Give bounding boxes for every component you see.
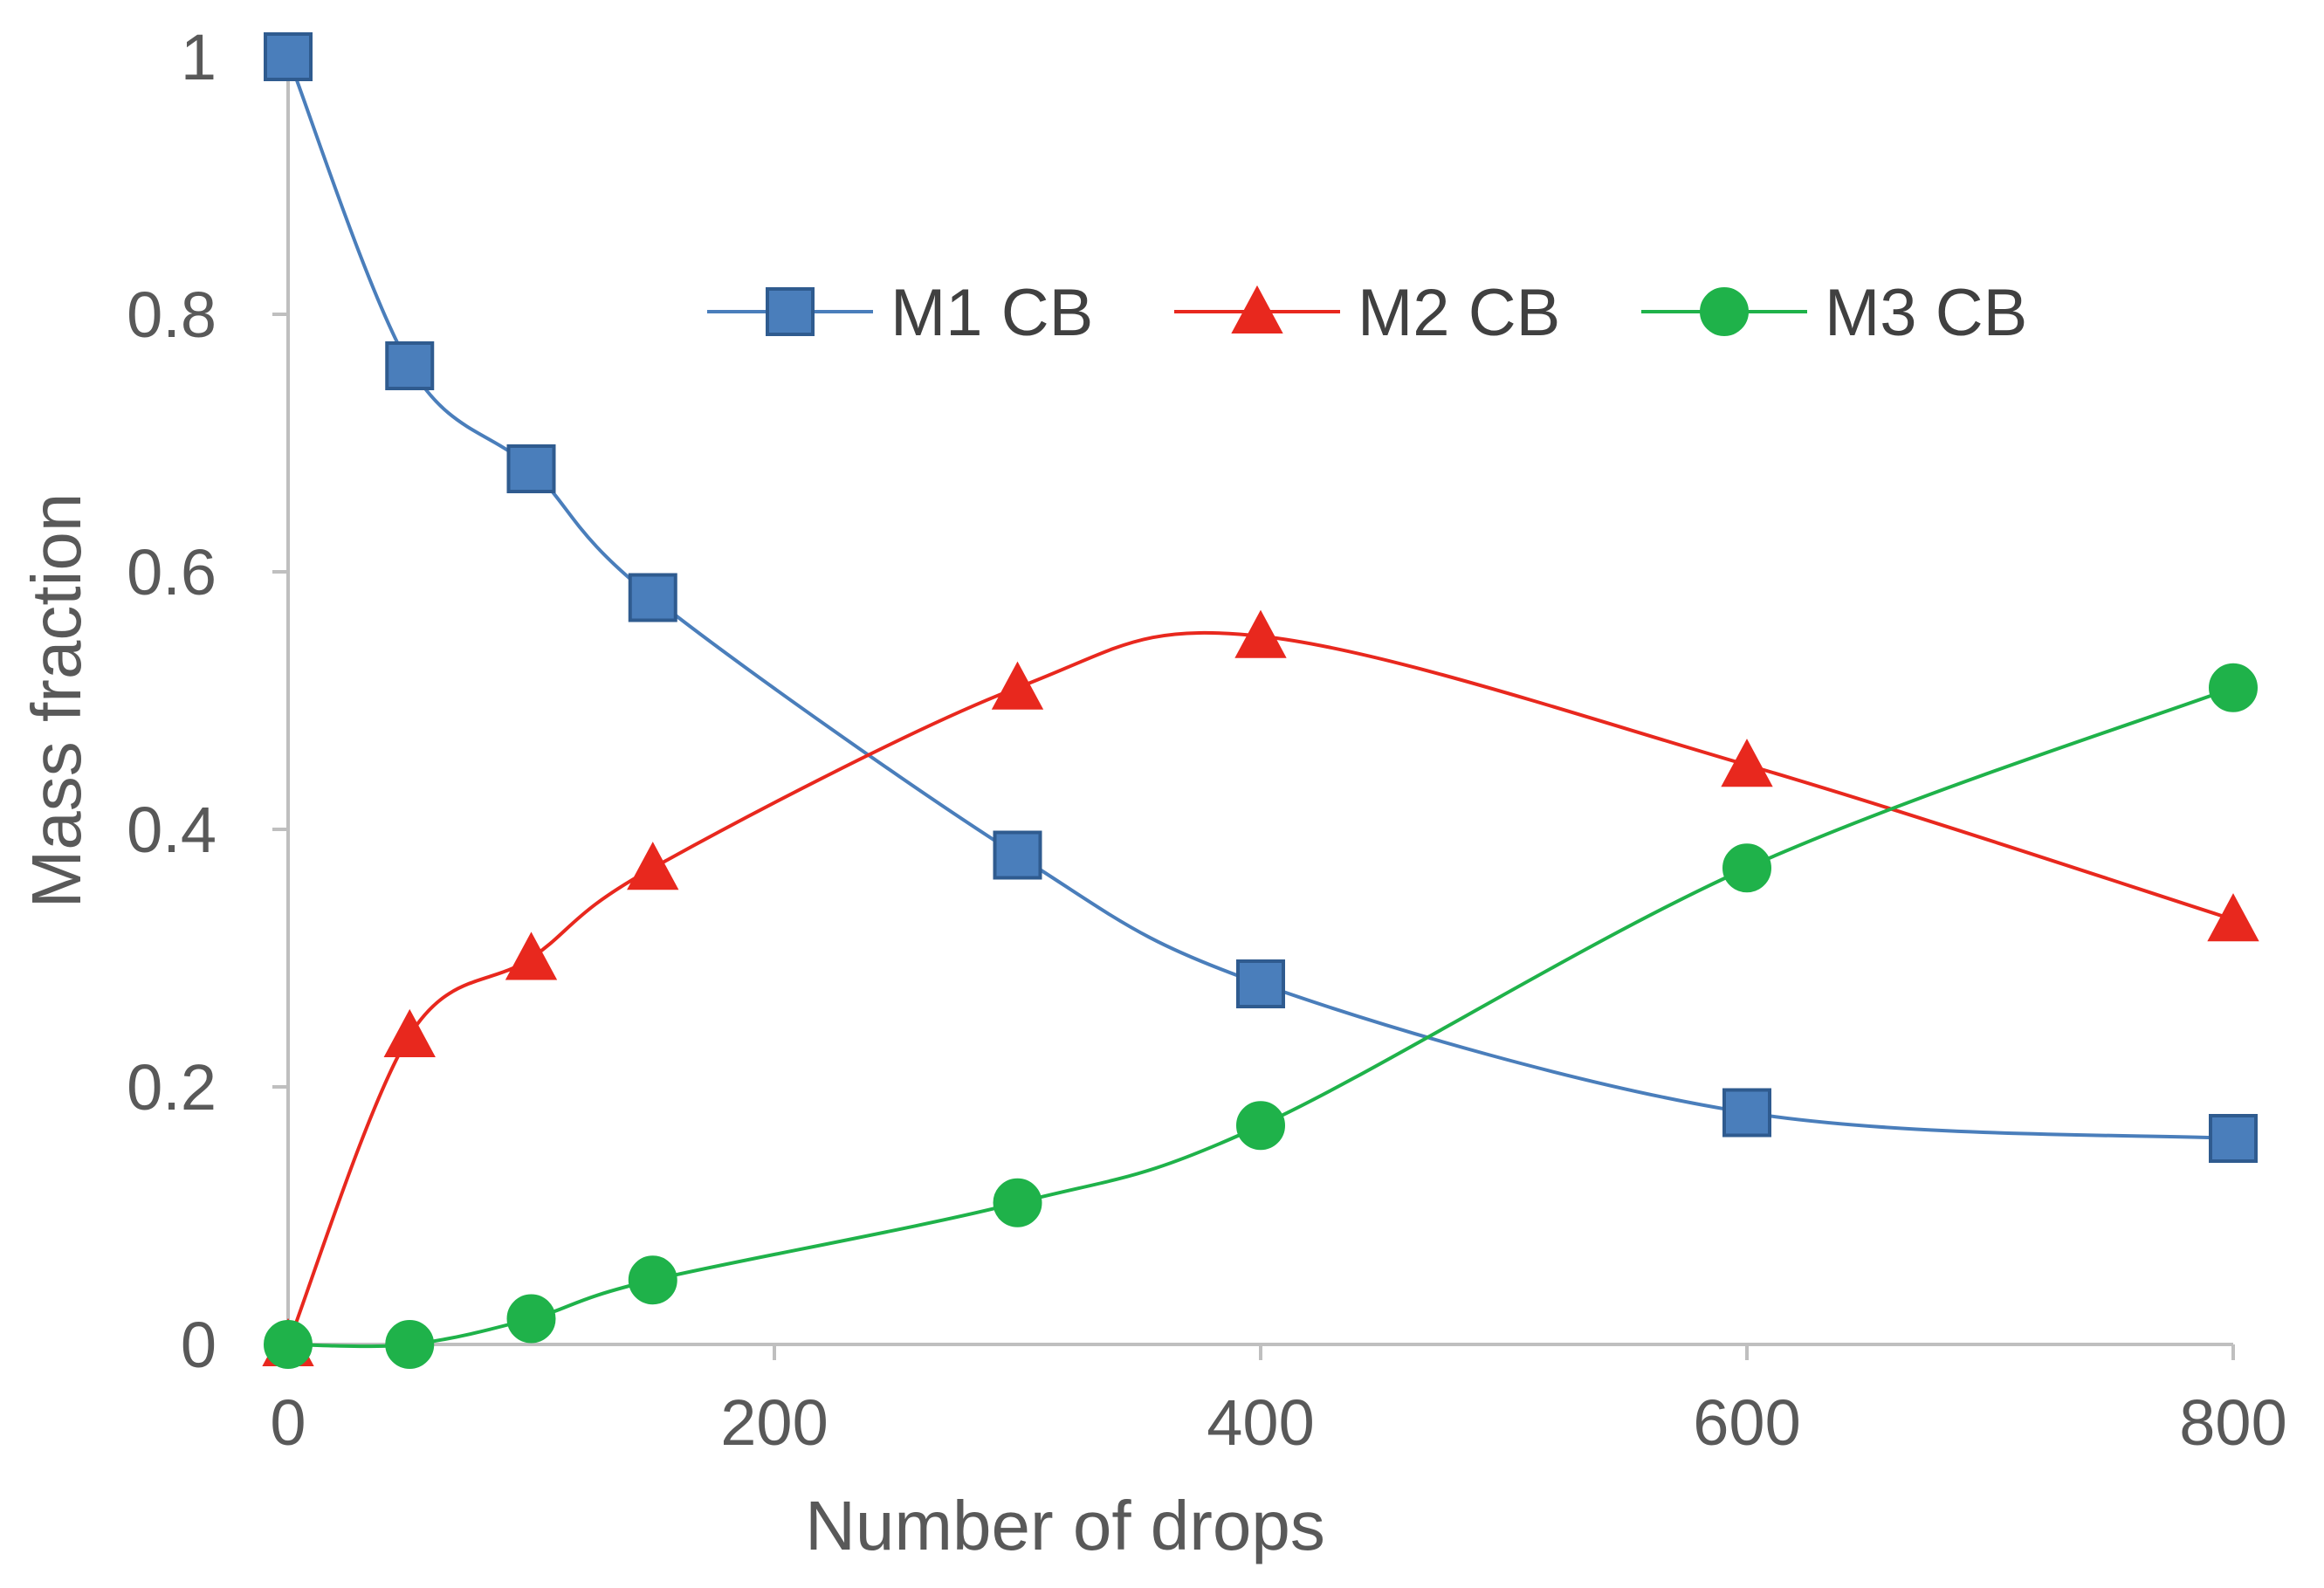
data-point-m1-cb [1722,1088,1771,1138]
y-tick-label: 0.4 [127,794,217,866]
series-lines [286,56,2234,1349]
data-point-m1-cb [2209,1114,2258,1163]
x-tick-label: 400 [1207,1386,1314,1459]
data-point-m3-cb [1236,1101,1285,1151]
series-line-m3-cb [287,685,2234,1349]
legend-label-m3-cb: M3 CB [1825,276,2027,350]
legend-label-m2-cb: M2 CB [1358,276,1560,350]
legend-label-m1-cb: M1 CB [890,276,1093,350]
x-tick-label: 200 [720,1386,828,1459]
data-point-m1-cb [264,32,313,81]
y-tick-label: 1 [181,21,217,93]
axes: 0 200 400 600 800 0 0.2 0.4 0.6 0.8 1 [127,21,2287,1459]
data-point-m1-cb [1236,959,1285,1008]
data-point-m2-cb [2207,893,2259,942]
data-point-m3-cb [1722,843,1771,893]
data-point-m1-cb [385,341,435,390]
y-axis-title: Mass fraction [17,493,95,909]
legend-marker-m3-cb [1700,287,1749,336]
y-tick-label: 0.6 [127,536,217,608]
data-point-m2-cb [627,842,679,890]
data-point-m1-cb [993,830,1042,880]
legend: M1 CB M2 CB M3 CB [707,276,2027,350]
data-point-m1-cb [506,444,556,493]
data-point-m3-cb [385,1320,435,1369]
y-tick-label: 0.2 [127,1051,217,1124]
data-point-m3-cb [628,1255,677,1305]
x-tick-label: 0 [270,1386,306,1459]
y-tick-label: 0.8 [127,278,217,351]
data-point-m3-cb [993,1178,1042,1227]
data-point-m2-cb [1721,739,1773,787]
legend-marker-m2-cb [1231,285,1283,333]
series-markers [262,32,2259,1369]
data-point-m3-cb [506,1294,556,1344]
x-tick-label: 800 [2179,1386,2286,1459]
data-point-m2-cb [991,661,1044,710]
x-axis-title: Number of drops [805,1487,1325,1564]
y-tick-label: 0 [181,1309,217,1381]
data-point-m1-cb [628,573,677,622]
legend-marker-m1-cb [766,287,815,336]
data-point-m2-cb [383,1008,436,1057]
data-point-m2-cb [505,931,558,980]
data-point-m3-cb [2209,663,2258,712]
data-point-m2-cb [1234,609,1287,658]
x-tick-label: 600 [1693,1386,1800,1459]
data-point-m3-cb [264,1320,313,1369]
